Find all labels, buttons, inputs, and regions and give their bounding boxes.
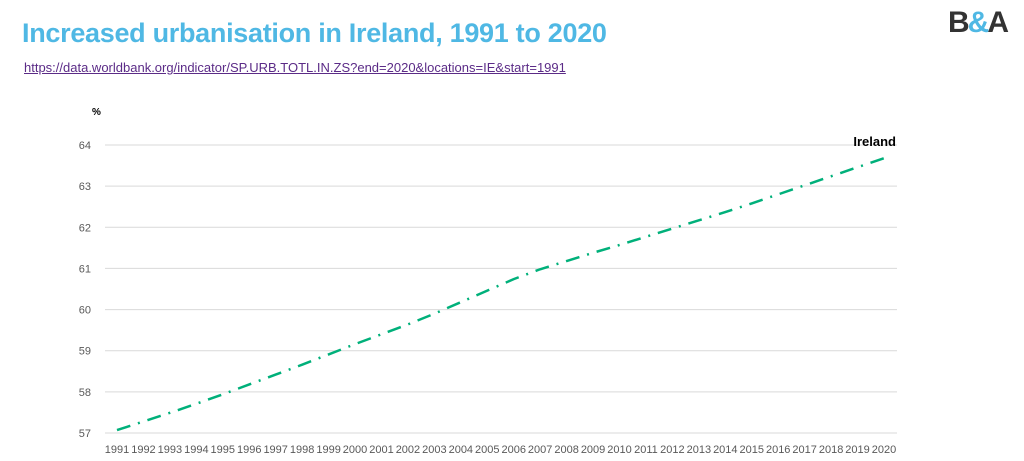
x-tick-label: 2009	[581, 444, 605, 456]
logo-a: A	[987, 6, 1009, 39]
x-tick-label: 2004	[449, 444, 473, 456]
x-tick-label: 1998	[290, 444, 314, 456]
x-tick-label: 1991	[105, 444, 129, 456]
x-tick-label: 1995	[211, 444, 235, 456]
y-tick-label: 60	[79, 305, 91, 317]
brand-logo: B&A	[948, 6, 1009, 40]
logo-b: B	[948, 6, 970, 39]
logo-ampersand: &	[967, 6, 990, 39]
series-line-ireland	[116, 156, 885, 432]
y-tick-label: 62	[79, 222, 91, 234]
x-tick-label: 2013	[687, 444, 711, 456]
x-tick-label: 1992	[131, 444, 155, 456]
x-tick-label: 2015	[740, 444, 764, 456]
source-link[interactable]: https://data.worldbank.org/indicator/SP.…	[24, 60, 566, 75]
x-tick-label: 2014	[713, 444, 737, 456]
x-tick-label: 1999	[316, 444, 340, 456]
x-tick-label: 2011	[634, 444, 658, 456]
y-tick-label: 57	[79, 428, 91, 440]
x-tick-label: 2000	[343, 444, 367, 456]
x-tick-label: 2002	[396, 444, 420, 456]
y-tick-label: 59	[79, 346, 91, 358]
y-tick-label: 64	[79, 140, 91, 152]
x-tick-label: 2005	[475, 444, 499, 456]
x-tick-label: 2012	[660, 444, 684, 456]
x-tick-label: 2017	[792, 444, 816, 456]
x-tick-label: 2020	[872, 444, 896, 456]
x-tick-label: 2008	[554, 444, 578, 456]
x-tick-label: 2010	[607, 444, 631, 456]
x-tick-label: 2019	[845, 444, 869, 456]
x-tick-label: 1997	[263, 444, 287, 456]
x-tick-label: 1994	[184, 444, 208, 456]
x-tick-label: 2007	[528, 444, 552, 456]
x-tick-label: 2018	[819, 444, 843, 456]
x-tick-label: 2016	[766, 444, 790, 456]
y-axis-label: %	[92, 107, 101, 118]
x-tick-label: 1996	[237, 444, 261, 456]
y-tick-label: 61	[79, 263, 91, 275]
x-tick-label: 2003	[422, 444, 446, 456]
page-title: Increased urbanisation in Ireland, 1991 …	[22, 18, 607, 48]
series-label: Ireland	[853, 134, 896, 149]
y-tick-label: 63	[79, 181, 91, 193]
x-tick-label: 1993	[158, 444, 182, 456]
y-tick-label: 58	[79, 387, 91, 399]
x-tick-label: 2001	[369, 444, 393, 456]
x-tick-label: 2006	[501, 444, 525, 456]
